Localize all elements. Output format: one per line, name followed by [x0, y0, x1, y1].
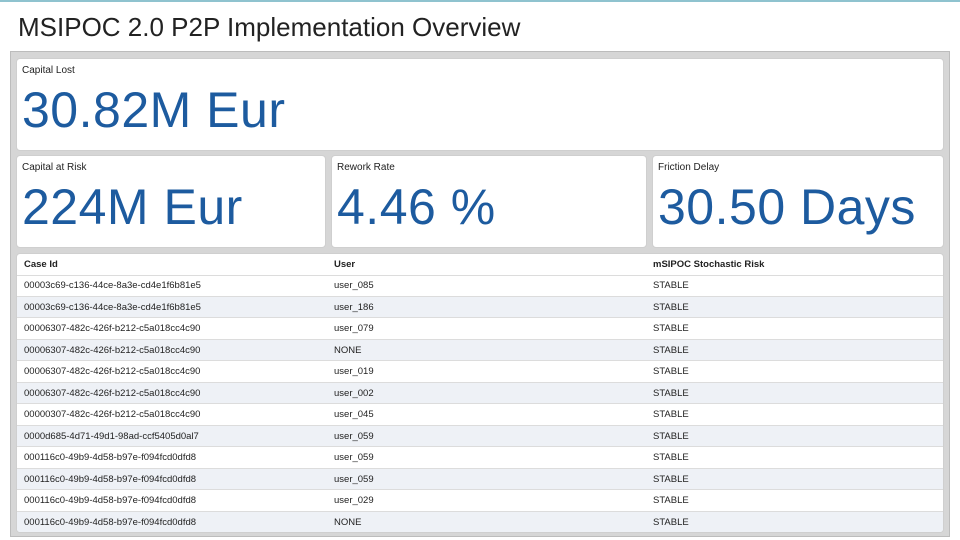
table-cell: user_029 [334, 495, 374, 506]
table-cell: STABLE [653, 430, 689, 442]
kpi-card[interactable]: Friction Delay 30.50 Days [652, 155, 944, 248]
table-cell: 000116c0-49b9-4d58-b97e-f094fcd0dfd8 [24, 495, 197, 506]
table-cell: STABLE [653, 452, 689, 463]
kpi-value: 30.50 Days [658, 179, 916, 235]
table-row[interactable]: 00000307-482c-426f-b212-c5a018cc4c90 user… [17, 404, 943, 426]
data-table[interactable]: Case Id User mSIPOC Stochastic Risk 00003c6… [16, 253, 944, 533]
kpi-label: Capital at Risk [22, 162, 87, 173]
table-cell: 00006307-482c-426f-b212-c5a018cc4c90 [24, 323, 201, 334]
table-row[interactable]: 00006307-482c-426f-b212-c5a018cc4c90 NONE… [17, 339, 943, 361]
column-header: Case Id [24, 259, 58, 270]
table-row[interactable]: 000116c0-49b9-4d58-b97e-f094fcd0dfd8 user… [17, 447, 943, 469]
table-cell: 000116c0-49b9-4d58-b97e-f094fcd0dfd8 [24, 452, 197, 463]
kpi-label: Capital Lost [22, 65, 75, 76]
table-cell: STABLE [653, 366, 689, 377]
table-cell: NONE [334, 516, 362, 528]
table-row[interactable]: 000116c0-49b9-4d58-b97e-f094fcd0dfd8 NONE… [17, 511, 943, 532]
table-cell: 00000307-482c-426f-b212-c5a018cc4c90 [24, 409, 201, 420]
table-cell: 00003c69-c136-44ce-8a3e-cd4e1f6b81e5 [24, 280, 201, 291]
table-row[interactable]: 00006307-482c-426f-b212-c5a018cc4c90 user… [17, 318, 943, 340]
table-cell: STABLE [653, 344, 689, 356]
table-cell: STABLE [653, 495, 689, 506]
table-cell: user_085 [334, 280, 374, 291]
table-cell: STABLE [653, 280, 689, 291]
table-cell: 000116c0-49b9-4d58-b97e-f094fcd0dfd8 [24, 473, 197, 485]
table-cell: 00006307-482c-426f-b212-c5a018cc4c90 [24, 366, 201, 377]
table-cell: user_019 [334, 366, 374, 377]
table-row[interactable]: 00006307-482c-426f-b212-c5a018cc4c90 user… [17, 361, 943, 383]
table-cell: user_059 [334, 430, 374, 442]
table-cell: user_186 [334, 301, 374, 313]
kpi-label: Rework Rate [337, 162, 395, 173]
table-row[interactable]: 00003c69-c136-44ce-8a3e-cd4e1f6b81e5 user… [17, 296, 943, 318]
table-cell: user_045 [334, 409, 374, 420]
kpi-label: Friction Delay [658, 162, 720, 173]
table-header: Case Id User mSIPOC Stochastic Risk [17, 254, 943, 276]
kpi-value: 224M Eur [22, 179, 243, 235]
table-cell: user_059 [334, 473, 374, 485]
top-rule [0, 0, 960, 2]
page-title: MSIPOC 2.0 P2P Implementation Overview [18, 12, 521, 42]
table-row[interactable]: 000116c0-49b9-4d58-b97e-f094fcd0dfd8 user… [17, 490, 943, 512]
column-header: mSIPOC Stochastic Risk [653, 259, 765, 270]
table-cell: user_079 [334, 323, 374, 334]
kpi-value: 4.46 % [337, 179, 496, 235]
table-cell: 00006307-482c-426f-b212-c5a018cc4c90 [24, 387, 201, 399]
table-row[interactable]: 000116c0-49b9-4d58-b97e-f094fcd0dfd8 user… [17, 468, 943, 490]
table-row[interactable]: 00003c69-c136-44ce-8a3e-cd4e1f6b81e5 user… [17, 275, 943, 297]
table-cell: STABLE [653, 473, 689, 485]
table-cell: STABLE [653, 516, 689, 528]
table-cell: 00006307-482c-426f-b212-c5a018cc4c90 [24, 344, 201, 356]
table-cell: STABLE [653, 323, 689, 334]
table-cell: user_059 [334, 452, 374, 463]
kpi-card[interactable]: Capital Lost 30.82M Eur [16, 58, 944, 151]
table-cell: STABLE [653, 301, 689, 313]
kpi-value: 30.82M Eur [22, 82, 286, 138]
table-cell: 00003c69-c136-44ce-8a3e-cd4e1f6b81e5 [24, 301, 201, 313]
table-cell: STABLE [653, 409, 689, 420]
table-cell: 0000d685-4d71-49d1-98ad-ccf5405d0al7 [24, 430, 199, 442]
table-row[interactable]: 00006307-482c-426f-b212-c5a018cc4c90 user… [17, 382, 943, 404]
kpi-card[interactable]: Rework Rate 4.46 % [331, 155, 647, 248]
table-cell: NONE [334, 344, 362, 356]
table-cell: 000116c0-49b9-4d58-b97e-f094fcd0dfd8 [24, 516, 197, 528]
column-header: User [334, 259, 356, 270]
table-row[interactable]: 0000d685-4d71-49d1-98ad-ccf5405d0al7 user… [17, 425, 943, 447]
table-cell: user_002 [334, 387, 374, 399]
kpi-card[interactable]: Capital at Risk 224M Eur [16, 155, 326, 248]
table-cell: STABLE [653, 387, 689, 399]
